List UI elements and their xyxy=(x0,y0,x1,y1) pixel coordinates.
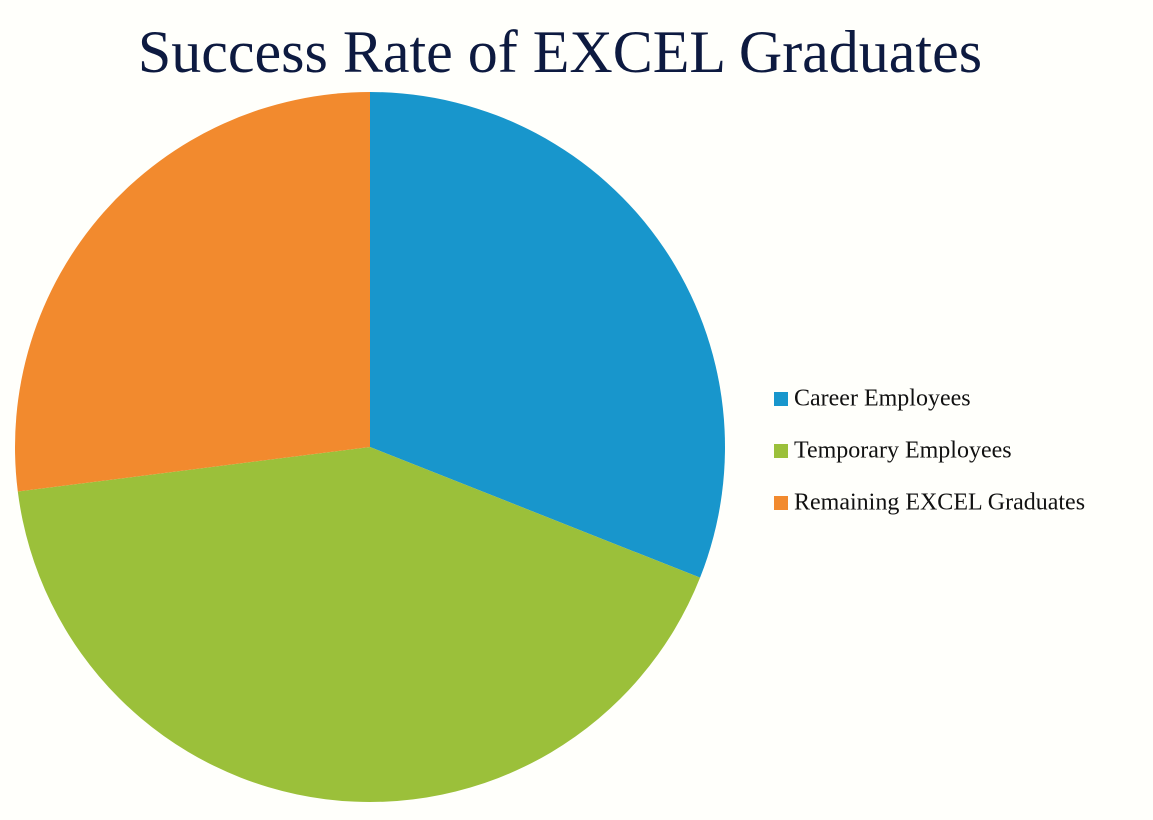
legend-label: Remaining EXCEL Graduates xyxy=(794,490,1085,516)
legend-swatch xyxy=(774,496,788,510)
pie-slice xyxy=(17,447,701,802)
chart-title: Success Rate of EXCEL Graduates xyxy=(138,19,982,85)
legend-label: Career Employees xyxy=(794,386,971,412)
pie-slice xyxy=(14,92,370,492)
legend-swatch xyxy=(774,444,788,458)
legend-swatch xyxy=(774,392,788,406)
legend-label: Temporary Employees xyxy=(794,438,1012,464)
pie-slice xyxy=(370,92,726,578)
